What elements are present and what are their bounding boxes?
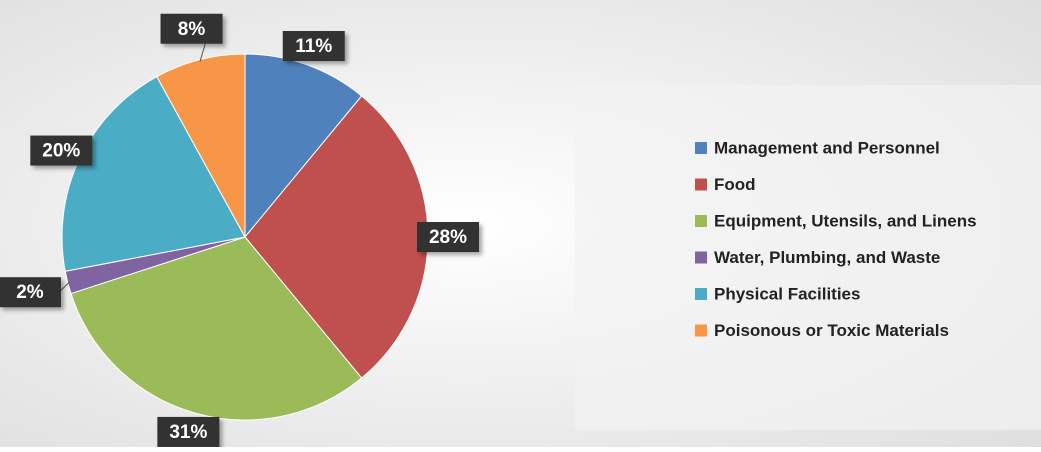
legend-label: Physical Facilities: [714, 284, 860, 303]
legend-swatch: [695, 251, 707, 264]
pie-slice: [156, 53, 246, 238]
label-box: [157, 416, 220, 447]
label-box: [282, 31, 345, 62]
legend-label: Water, Plumbing, and Waste: [714, 248, 940, 267]
data-label: 31%: [169, 422, 207, 443]
data-label: 8%: [178, 19, 206, 40]
label-box: [0, 277, 61, 308]
legend-swatch: [695, 288, 707, 300]
legend-swatch: [695, 142, 707, 154]
leader-line: [199, 42, 207, 62]
legend-swatch: [695, 215, 707, 227]
legend-label: Food: [714, 175, 756, 194]
data-label: 2%: [16, 282, 44, 303]
label-box: [30, 135, 93, 166]
data-label: 11%: [295, 36, 332, 57]
legend-label: Equipment, Utensils, and Linens: [714, 211, 977, 230]
label-box: [417, 222, 479, 252]
pie-slice: [244, 53, 363, 239]
legend-area: [575, 85, 1041, 430]
data-label: 20%: [42, 141, 80, 162]
legend-label: Poisonous or Toxic Materials: [714, 321, 949, 340]
legend-label: Management and Personnel: [714, 138, 940, 157]
label-box: [160, 13, 223, 44]
legend-swatch: [695, 324, 707, 337]
legend-swatch: [695, 178, 707, 191]
data-label: 28%: [429, 227, 467, 248]
pie-slice: [70, 236, 363, 421]
